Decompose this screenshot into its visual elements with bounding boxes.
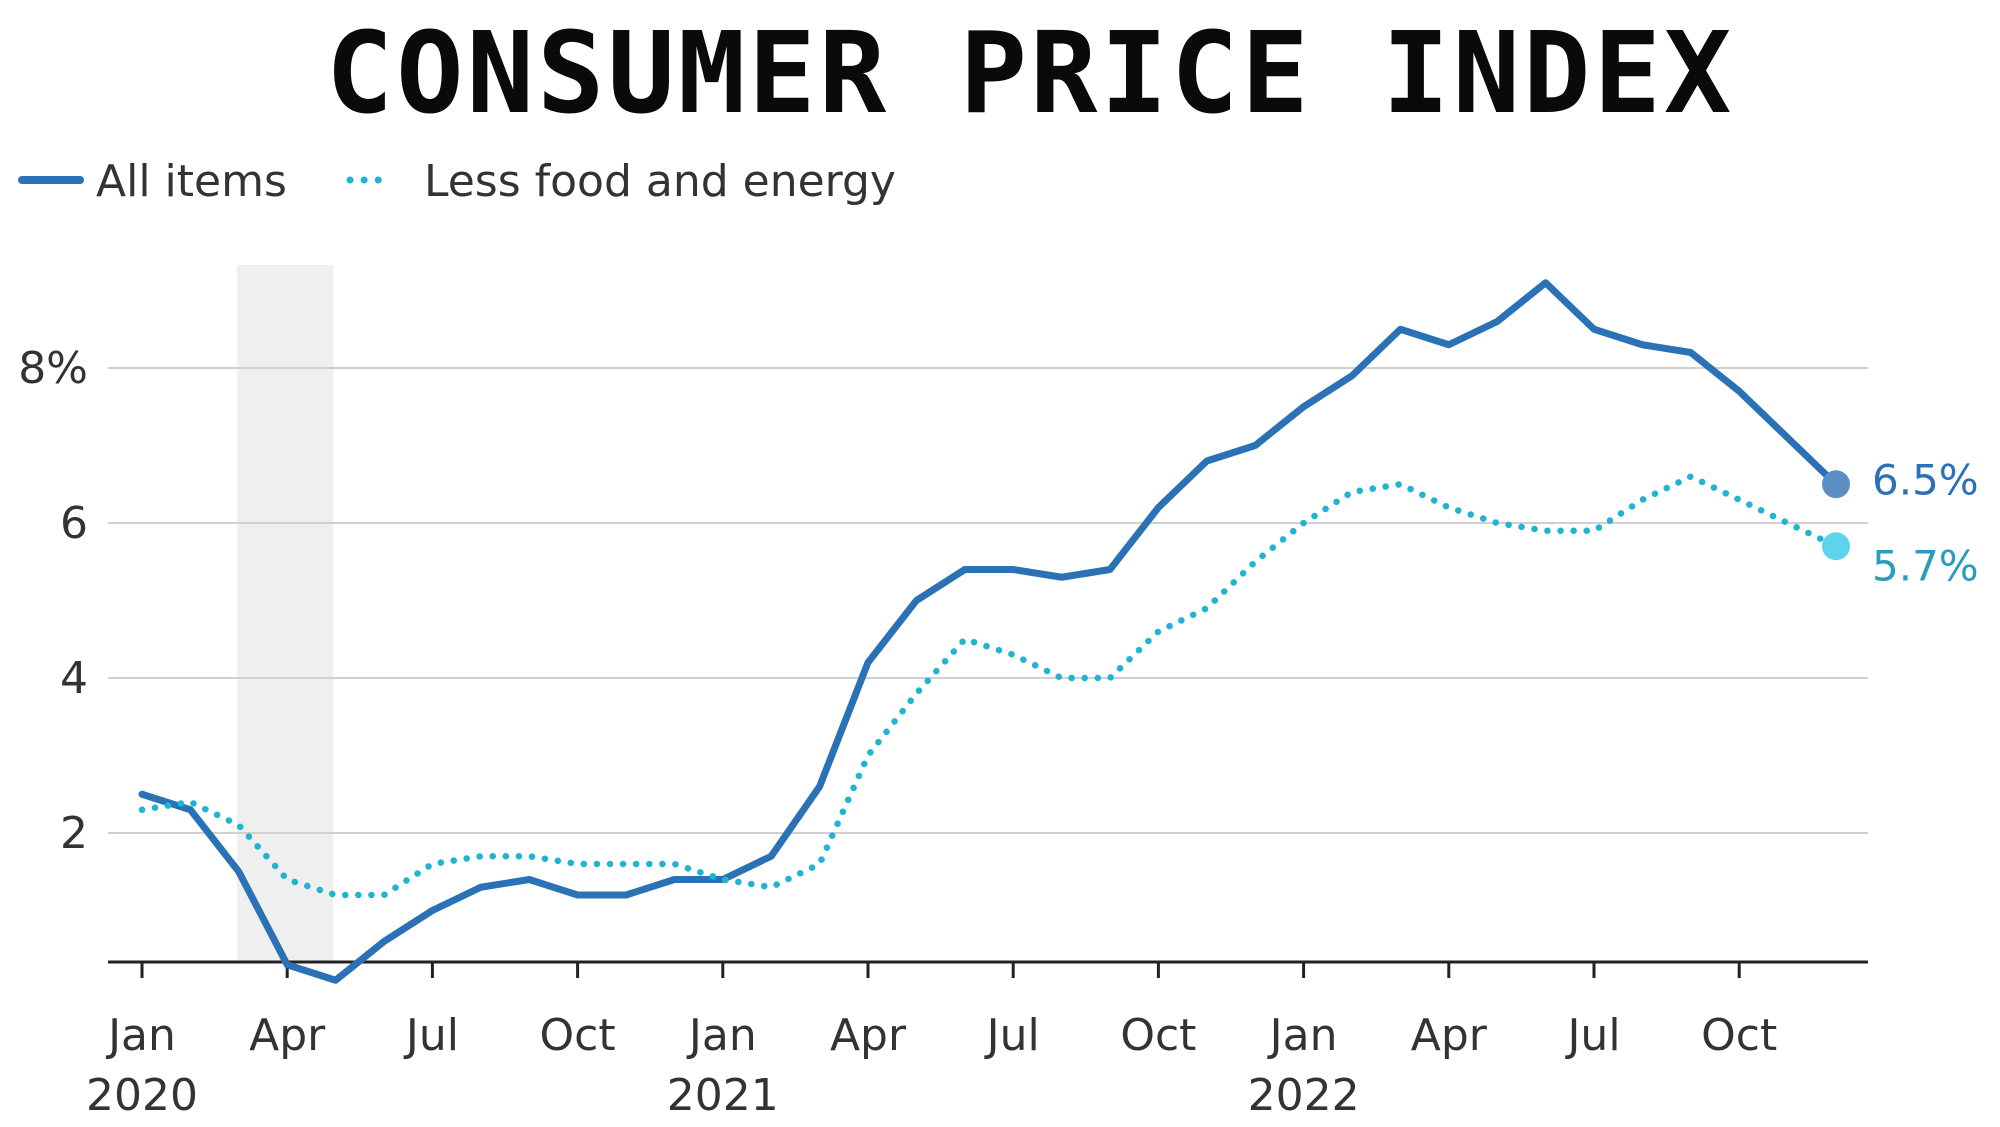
x-tick-year-label: 2022 <box>1248 1070 1360 1121</box>
series-endpoints: 6.5% 5.7% <box>1822 455 1979 590</box>
y-tick-label: 6 <box>60 498 88 549</box>
chart-title: CONSUMER PRICE INDEX <box>326 9 1735 139</box>
x-tick-label: Jul <box>984 1010 1040 1061</box>
x-tick-label: Jul <box>1564 1010 1620 1061</box>
series-lines <box>138 279 1840 984</box>
x-tick-label: Oct <box>1120 1010 1196 1061</box>
x-tick-label: Jul <box>403 1010 459 1061</box>
x-tick-year-label: 2021 <box>667 1070 779 1121</box>
y-tick-labels: 2 4 6 8% <box>18 343 88 859</box>
x-tick-year-label: 2020 <box>86 1070 198 1121</box>
x-tick-label: Jan <box>686 1010 757 1061</box>
y-tick-label: 2 <box>60 808 88 859</box>
gridlines <box>108 367 1868 834</box>
x-tick-label: Jan <box>1267 1010 1338 1061</box>
x-tick-label: Oct <box>540 1010 616 1061</box>
x-tick-label: Apr <box>249 1010 326 1061</box>
legend: All items Less food and energy <box>18 156 896 207</box>
y-tick-label: 8% <box>18 343 88 394</box>
x-tick-label: Apr <box>830 1010 907 1061</box>
shaded-period <box>236 265 334 962</box>
x-ticks: Jan 2020 Apr Jul Oct Jan 2021 Apr Jul Oct Jan 2022 A… <box>86 962 1777 1121</box>
legend-label-less-food-energy: Less food and energy <box>424 156 896 207</box>
series-endpoint-marker <box>1822 470 1850 499</box>
y-tick-label: 4 <box>60 653 88 704</box>
series-end-label: 5.7% <box>1872 541 1979 590</box>
x-tick-label: Oct <box>1701 1010 1777 1061</box>
x-tick-label: Apr <box>1411 1010 1488 1061</box>
legend-label-all-items: All items <box>96 156 287 207</box>
x-tick-label: Jan <box>105 1010 176 1061</box>
series-line-all-items <box>138 279 1840 984</box>
series-line-less-food-energy <box>138 473 1840 899</box>
series-end-label: 6.5% <box>1872 455 1979 504</box>
series-endpoint-marker <box>1822 532 1850 561</box>
